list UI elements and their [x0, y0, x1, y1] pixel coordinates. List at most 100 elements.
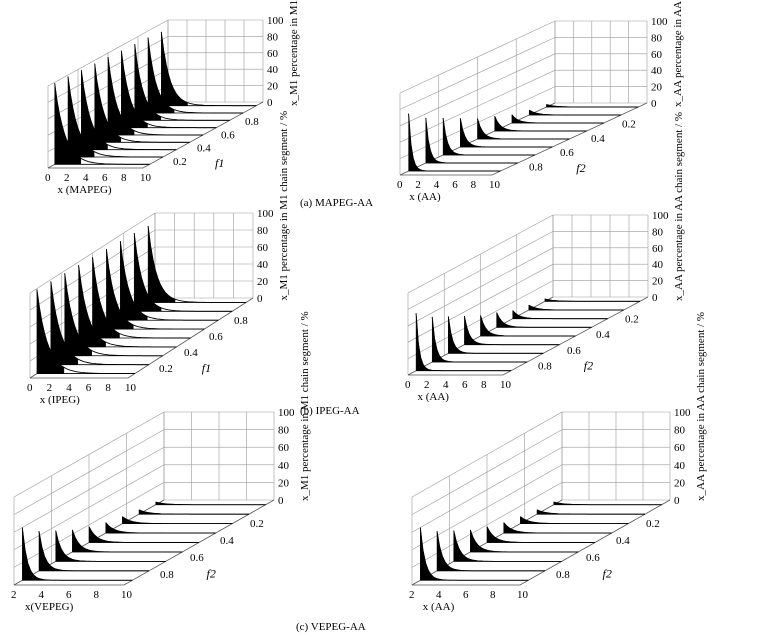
depth-tick-label: 0.6	[567, 345, 581, 357]
series-line	[486, 526, 595, 543]
x-tick-label: 8	[105, 382, 111, 394]
depth-tick-label: 0.2	[622, 118, 636, 130]
depth-tick-label: 0.8	[245, 116, 259, 128]
x-tick-label: 10	[125, 382, 137, 394]
z-tick-label: 80	[267, 31, 279, 43]
x-tick-label: 10	[489, 179, 501, 191]
z-tick-label: 0	[652, 292, 658, 304]
z-tick-label: 60	[267, 48, 279, 60]
series-line	[155, 501, 266, 506]
z-tick-label: 20	[267, 81, 279, 93]
x-tick-label: 2	[424, 379, 430, 391]
x-tick-label: 8	[121, 172, 127, 184]
x-tick-label: 6	[66, 589, 72, 601]
series-line	[528, 109, 622, 116]
x-tick-label: 4	[436, 589, 442, 601]
series-line	[553, 501, 662, 506]
z-tick-label: 60	[257, 242, 269, 254]
x-axis-label: x (AA)	[423, 601, 455, 613]
z-tick-label: 100	[257, 208, 274, 220]
x-tick-label: 10	[121, 589, 133, 601]
depth-tick-label: 0.2	[646, 518, 660, 530]
x-axis-label: x (IPEG)	[40, 394, 80, 406]
x-tick-label: 0	[405, 379, 411, 391]
x-tick-label: 0	[397, 179, 403, 191]
z-tick-label: 20	[652, 276, 664, 288]
z-tick-label: 40	[651, 65, 663, 77]
z-tick-label: 0	[278, 495, 284, 507]
series-line	[431, 316, 528, 363]
z-tick-label: 0	[257, 293, 263, 305]
depth-tick-label: 0.4	[184, 347, 198, 359]
z-tick-label: 80	[257, 225, 269, 237]
chart-a-left: 100 80 60 40 20 0 0 2 4 6 8 10 x (MAPEG) 0.2 0.4 0.6 0.8…	[45, 0, 300, 196]
depth-tick-label: 0.6	[560, 147, 574, 159]
series-backfill	[487, 526, 595, 543]
series-line	[122, 516, 233, 525]
depth-axis-label: f2	[207, 566, 216, 580]
depth-tick-label: 0.2	[173, 156, 187, 168]
series-backfill	[408, 113, 501, 171]
z-tick-label: 100	[652, 210, 669, 222]
series-line	[453, 530, 562, 562]
depth-tick-label: 0.6	[209, 331, 223, 343]
floor-frame	[48, 101, 264, 169]
z-axis-label: x_AA percentage in AA chain segment / %	[695, 312, 707, 501]
x-tick-label: 0	[27, 382, 33, 394]
z-tick-label: 40	[257, 259, 269, 271]
depth-tick-label: 0.6	[190, 552, 204, 564]
z-tick-label: 100	[674, 407, 691, 419]
z-tick-label: 60	[651, 49, 663, 61]
floor-frame	[14, 499, 275, 586]
depth-tick-label: 0.4	[616, 535, 630, 547]
depth-axis-label: f1	[202, 361, 211, 375]
x-tick-label: 4	[83, 172, 89, 184]
x-tick-label: 6	[86, 382, 92, 394]
x-tick-label: 2	[47, 382, 53, 394]
caption-a: (a) MAPEG-AA	[300, 197, 373, 209]
x-axis-label: x(VEPEG)	[25, 601, 74, 613]
x-tick-label: 4	[434, 179, 440, 191]
depth-tick-label: 0.4	[220, 535, 234, 547]
series-line	[536, 509, 645, 515]
series-line	[494, 116, 587, 132]
x-tick-label: 10	[500, 379, 512, 391]
z-tick-label: 0	[651, 98, 657, 110]
x-tick-label: 10	[140, 172, 152, 184]
z-tick-label: 0	[674, 495, 680, 507]
floor-frame	[408, 296, 649, 376]
z-tick-label: 80	[674, 425, 686, 437]
depth-tick-label: 0.2	[250, 518, 264, 530]
x-tick-label: 2	[11, 589, 17, 601]
depth-tick-label: 0.8	[556, 569, 570, 581]
series-line	[528, 304, 624, 311]
x-tick-label: 6	[102, 172, 108, 184]
z-tick-label: 0	[267, 97, 273, 109]
z-tick-label: 20	[278, 477, 290, 489]
depth-tick-label: 0.8	[529, 162, 543, 174]
series-line	[511, 114, 604, 124]
x-tick-label: 4	[66, 382, 72, 394]
series-backfill	[420, 527, 529, 581]
series-line	[419, 527, 529, 581]
z-tick-label: 20	[651, 82, 663, 94]
x-tick-label: 4	[443, 379, 449, 391]
z-tick-label: 20	[674, 477, 686, 489]
chart-c-right: 100 80 60 40 20 0 2 4 6 8 10 x (AA) 0.8 0.6 0.4 0.2 f2 x_…	[409, 312, 707, 613]
x-tick-label: 8	[471, 179, 477, 191]
depth-tick-label: 0.4	[596, 329, 610, 341]
x-tick-label: 2	[409, 589, 415, 601]
series-line	[408, 113, 501, 172]
floor-frame	[30, 297, 254, 379]
z-tick-label: 60	[278, 442, 290, 454]
z-axis-label: x_M1 percentage in M1 chain segment / %	[299, 311, 311, 501]
x-tick-label: 4	[39, 589, 45, 601]
x-tick-label: 8	[481, 379, 487, 391]
z-tick-label: 20	[257, 276, 269, 288]
z-axis-label: x_AA percentage in AA chain segment / %	[672, 0, 684, 107]
x-axis-label: x (MAPEG)	[58, 184, 112, 196]
